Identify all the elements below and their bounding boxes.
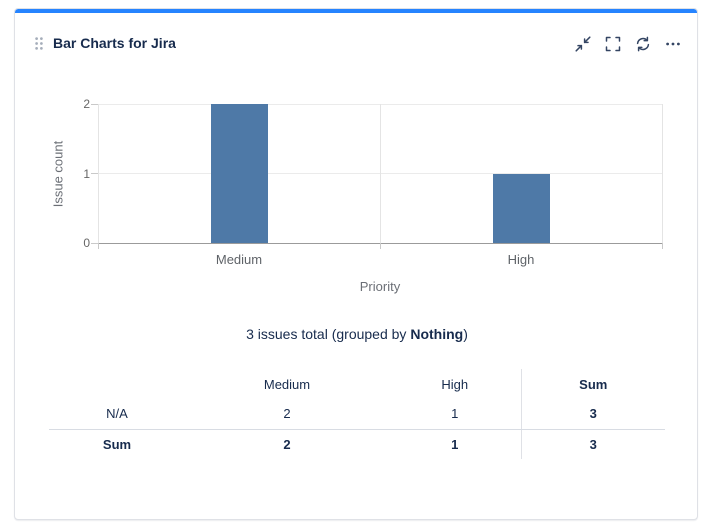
- category-divider: [380, 104, 381, 243]
- summary-groupby: Nothing: [410, 326, 464, 342]
- pivot-table: Medium High Sum N/A 2 1 3 Sum 2 1 3: [49, 369, 665, 459]
- y-tick-label: 0: [83, 236, 90, 250]
- summary-suffix: ): [463, 326, 468, 342]
- header-high: High: [441, 376, 469, 392]
- x-tick-mark: [98, 243, 99, 249]
- row-label: Sum: [102, 436, 132, 452]
- table-row: N/A 2 1 3: [49, 399, 665, 430]
- y-axis-title: Issue count: [50, 140, 66, 207]
- gadget-toolbar: [575, 36, 681, 52]
- x-axis-title: Priority: [359, 279, 401, 294]
- bar-medium[interactable]: [210, 104, 268, 243]
- x-tick-mark: [662, 243, 663, 249]
- fullscreen-icon[interactable]: [605, 36, 621, 52]
- cell-sum: 3: [520, 429, 665, 459]
- collapse-icon[interactable]: [575, 36, 591, 52]
- header-medium: Medium: [263, 376, 311, 392]
- header-empty: [49, 369, 185, 399]
- drag-handle-icon[interactable]: [34, 36, 44, 51]
- x-category-label: High: [507, 252, 535, 267]
- cell-medium: 2: [185, 399, 389, 430]
- cell-medium: 2: [283, 436, 291, 452]
- header-sum: Sum: [520, 369, 665, 399]
- y-tick-mark: [91, 103, 98, 105]
- gadget-title: Bar Charts for Jira: [53, 35, 176, 51]
- cell-high: 1: [451, 436, 459, 452]
- x-category-label: Medium: [215, 252, 263, 267]
- y-tick-label: 1: [83, 166, 90, 181]
- table-sum-row: Sum 2 1 3: [49, 429, 665, 459]
- summary-prefix: 3 issues total (grouped by: [246, 326, 411, 342]
- row-label: N/A: [49, 399, 185, 430]
- gadget-card: Bar Charts for Jira: [14, 8, 698, 520]
- gadget-accent-bar: [15, 9, 697, 13]
- y-tick-mark: [91, 173, 98, 174]
- y-tick-label: 2: [83, 97, 90, 111]
- bar-chart: 0 1 2 Medium High Priority Issue count: [15, 9, 697, 519]
- cell-sum: 3: [520, 399, 665, 430]
- table-header-row: Medium High Sum: [49, 369, 665, 399]
- x-tick-mark: [380, 243, 381, 249]
- more-options-icon[interactable]: [665, 36, 681, 52]
- plot-right-border: [662, 104, 663, 243]
- cell-high: 1: [389, 399, 521, 430]
- plot-left-border: [98, 104, 99, 243]
- bar-high[interactable]: [492, 173, 550, 243]
- gadget-header: Bar Charts for Jira: [15, 27, 697, 59]
- summary-text: 3 issues total (grouped by Nothing): [15, 326, 697, 342]
- refresh-icon[interactable]: [635, 36, 651, 52]
- y-tick-mark: [91, 242, 98, 244]
